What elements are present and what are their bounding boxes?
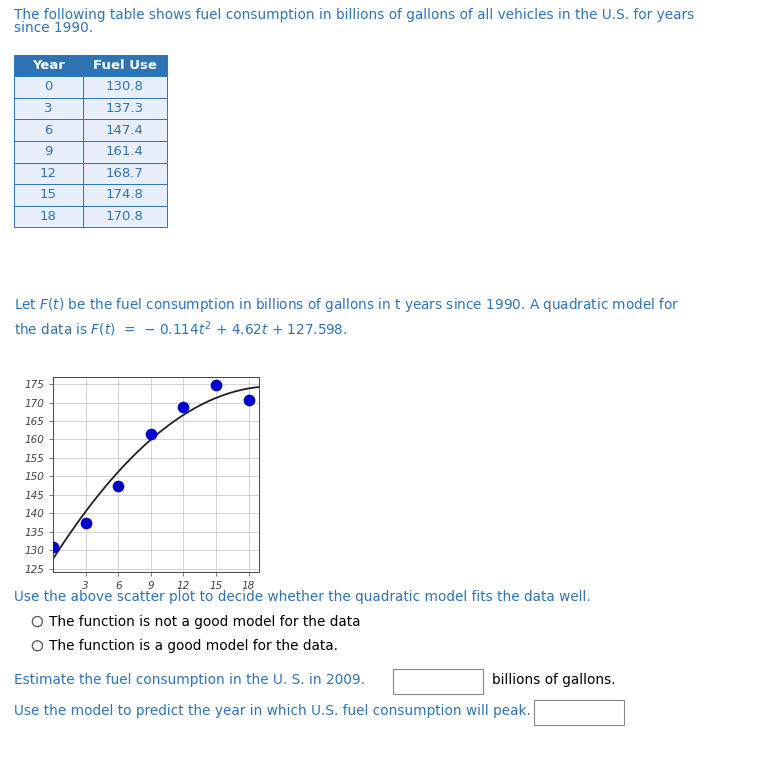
Text: the data is $\mathit{F}(t)$  =  $-$ 0.114$t^2$ + 4.62$t$ + 127.598.: the data is $\mathit{F}(t)$ = $-$ 0.114$… — [14, 320, 347, 340]
Text: Fuel Use: Fuel Use — [93, 59, 157, 72]
Text: 161.4: 161.4 — [106, 146, 143, 158]
Text: 6: 6 — [44, 124, 52, 136]
Text: The function is not a good model for the data: The function is not a good model for the… — [49, 615, 361, 628]
Text: 0: 0 — [44, 80, 52, 93]
Text: 9: 9 — [44, 146, 52, 158]
Text: billions of gallons.: billions of gallons. — [492, 673, 616, 687]
Text: 147.4: 147.4 — [106, 124, 143, 136]
Text: Estimate the fuel consumption in the U. S. in 2009.: Estimate the fuel consumption in the U. … — [14, 673, 365, 687]
Text: The function is a good model for the data.: The function is a good model for the dat… — [49, 639, 338, 653]
Text: 130.8: 130.8 — [106, 80, 143, 93]
Point — [79, 517, 92, 529]
Text: Year: Year — [32, 59, 65, 72]
Text: 174.8: 174.8 — [106, 189, 143, 202]
Text: Use the above scatter plot to decide whether the quadratic model fits the data w: Use the above scatter plot to decide whe… — [14, 590, 590, 603]
Point — [177, 401, 189, 413]
Point — [112, 480, 125, 492]
Text: 3: 3 — [44, 102, 52, 115]
Point — [210, 379, 222, 391]
Text: 168.7: 168.7 — [106, 167, 143, 180]
Text: 170.8: 170.8 — [106, 210, 143, 223]
Text: The following table shows fuel consumption in billions of gallons of all vehicle: The following table shows fuel consumpti… — [14, 8, 694, 22]
Text: 137.3: 137.3 — [106, 102, 143, 115]
Text: 12: 12 — [40, 167, 57, 180]
Point — [145, 428, 157, 440]
Text: since 1990.: since 1990. — [14, 21, 93, 35]
Text: Use the model to predict the year in which U.S. fuel consumption will peak.: Use the model to predict the year in whi… — [14, 704, 531, 718]
Text: Let $\mathit{F}(t)$ be the fuel consumption in billions of gallons in t years si: Let $\mathit{F}(t)$ be the fuel consumpt… — [14, 296, 679, 314]
Point — [242, 393, 255, 406]
Point — [47, 541, 59, 553]
Text: 18: 18 — [40, 210, 57, 223]
Text: 15: 15 — [40, 189, 57, 202]
